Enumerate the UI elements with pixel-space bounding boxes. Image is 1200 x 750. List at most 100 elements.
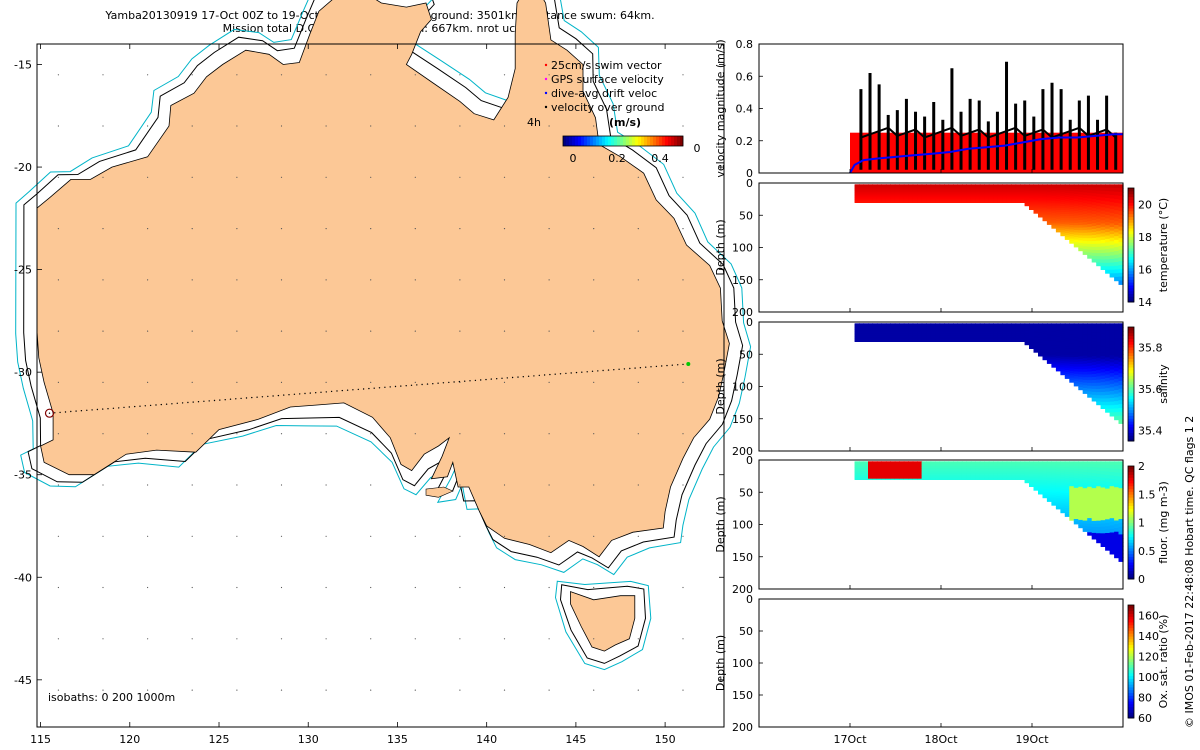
fluor-cell [961,468,967,471]
temperature-cell [1033,186,1039,189]
fluor-cell [912,472,918,474]
fluor-cell [970,477,976,479]
salinity-cell [1087,348,1093,353]
fluor-cell [1015,462,1021,464]
temperature-cell [1082,216,1088,220]
temperature-cell [872,187,878,190]
salinity-cell [1024,333,1030,335]
temperature-cell [1029,207,1035,209]
salinity-colorbar-frame [1127,326,1135,442]
fluor-cell [859,461,865,463]
fluor-cell [1015,476,1021,478]
temperature-cell [966,190,972,192]
salinity-cell [966,335,972,337]
fluor-cell [1002,464,1008,467]
temperature-cell [1118,184,1124,189]
track-point [272,395,274,397]
salinity-cell [1060,366,1066,370]
time-step-label: 4h [527,116,541,129]
fluor-cell [908,476,914,478]
salinity-cell [1073,344,1079,348]
fluor-cell [961,463,967,465]
fluor-cell [926,468,932,470]
salinity-cell [1114,375,1120,380]
salinity-cell [908,323,914,325]
temperature-cell [876,186,882,188]
temperature-cell [903,196,909,198]
temperature-cell [961,196,967,198]
legend-item-drift-velocity: dive-avg drift veloc [551,87,657,100]
temperature-cell [890,186,896,188]
temperature-cell [1020,192,1026,194]
fluor-cell [903,470,909,472]
temperature-cell [1096,246,1102,251]
fluor-cell [1002,471,1008,473]
salinity-cell [1109,355,1115,360]
salinity-cell [939,333,945,335]
salinity-cell [908,331,914,333]
salinity-cell [1118,381,1124,386]
temperature-cell [957,185,963,187]
salinity-cell [993,327,999,329]
fluor-cell [917,467,923,469]
salinity-cell [881,333,887,335]
temperature-cell [926,186,932,188]
temperature-cell [993,185,999,187]
temperature-cell [876,184,882,186]
fluor-cell [917,468,923,470]
salinity-cell [1069,323,1075,327]
salinity-cell [917,323,923,325]
salinity-cell [1114,323,1120,328]
temperature-cell [1033,208,1039,211]
fluor-cell [926,467,932,469]
grid-dot [370,586,372,589]
temperature-cell [885,188,891,190]
fluor-cell [863,464,869,466]
salinity-cell [868,323,874,325]
temperature-cell [1091,217,1097,221]
fluor-cell [1024,477,1030,480]
grid-dot [236,330,238,332]
temperature-cell [1114,232,1120,237]
temperature-cell [854,187,860,190]
salinity-cell [970,333,976,335]
temperature-cell [863,197,869,199]
temperature-cell [988,189,994,192]
temperature-colorbar-segment [1128,284,1134,289]
grid-dot [593,228,595,230]
salinity-cell [1091,388,1097,393]
fluor-cell [953,468,959,471]
track-end-marker [44,408,55,418]
salinity-cell [1046,355,1052,358]
fluor-cell [903,475,909,478]
fluor-cell [1020,478,1026,480]
temperature-cell [881,187,887,189]
grid-dot [548,74,550,76]
temperature-cell [854,194,860,196]
salinity-cell [908,339,914,341]
fluor-cell [863,461,869,463]
temperature-cell [1046,190,1052,193]
fluor-cell [984,466,990,469]
fluor-cell [859,473,865,476]
temperature-cell [1015,198,1021,201]
fluor-cell [944,466,950,469]
salinity-cell [1078,369,1084,373]
grid-dot [325,228,327,230]
fluor-cell [1029,464,1035,466]
salinity-cell [970,335,976,337]
salinity-cell [939,331,945,333]
fluor-cell [1033,467,1039,470]
fluor-cell [939,476,945,478]
temperature-cell [930,196,936,198]
fluor-cell [908,470,914,472]
salinity-cell [859,340,865,342]
salinity-cell [939,337,945,340]
fluor-cell [1006,472,1012,474]
salinity-cell [1109,323,1115,328]
temperature-cell [1069,238,1075,242]
track-point [320,391,322,393]
salinity-cell [868,324,874,326]
salinity-cell [1055,347,1061,350]
salinity-cell [948,328,954,331]
